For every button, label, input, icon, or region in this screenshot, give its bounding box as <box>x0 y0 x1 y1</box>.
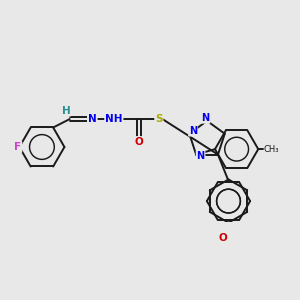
Text: O: O <box>219 233 227 243</box>
Text: N: N <box>202 113 210 123</box>
Text: CH₃: CH₃ <box>263 145 279 154</box>
Text: NH: NH <box>105 114 123 124</box>
Text: N: N <box>196 151 205 161</box>
Text: O: O <box>135 137 144 147</box>
Text: N: N <box>88 114 97 124</box>
Text: F: F <box>14 142 22 152</box>
Text: N: N <box>189 126 197 136</box>
Text: H: H <box>62 106 70 116</box>
Text: S: S <box>155 114 163 124</box>
